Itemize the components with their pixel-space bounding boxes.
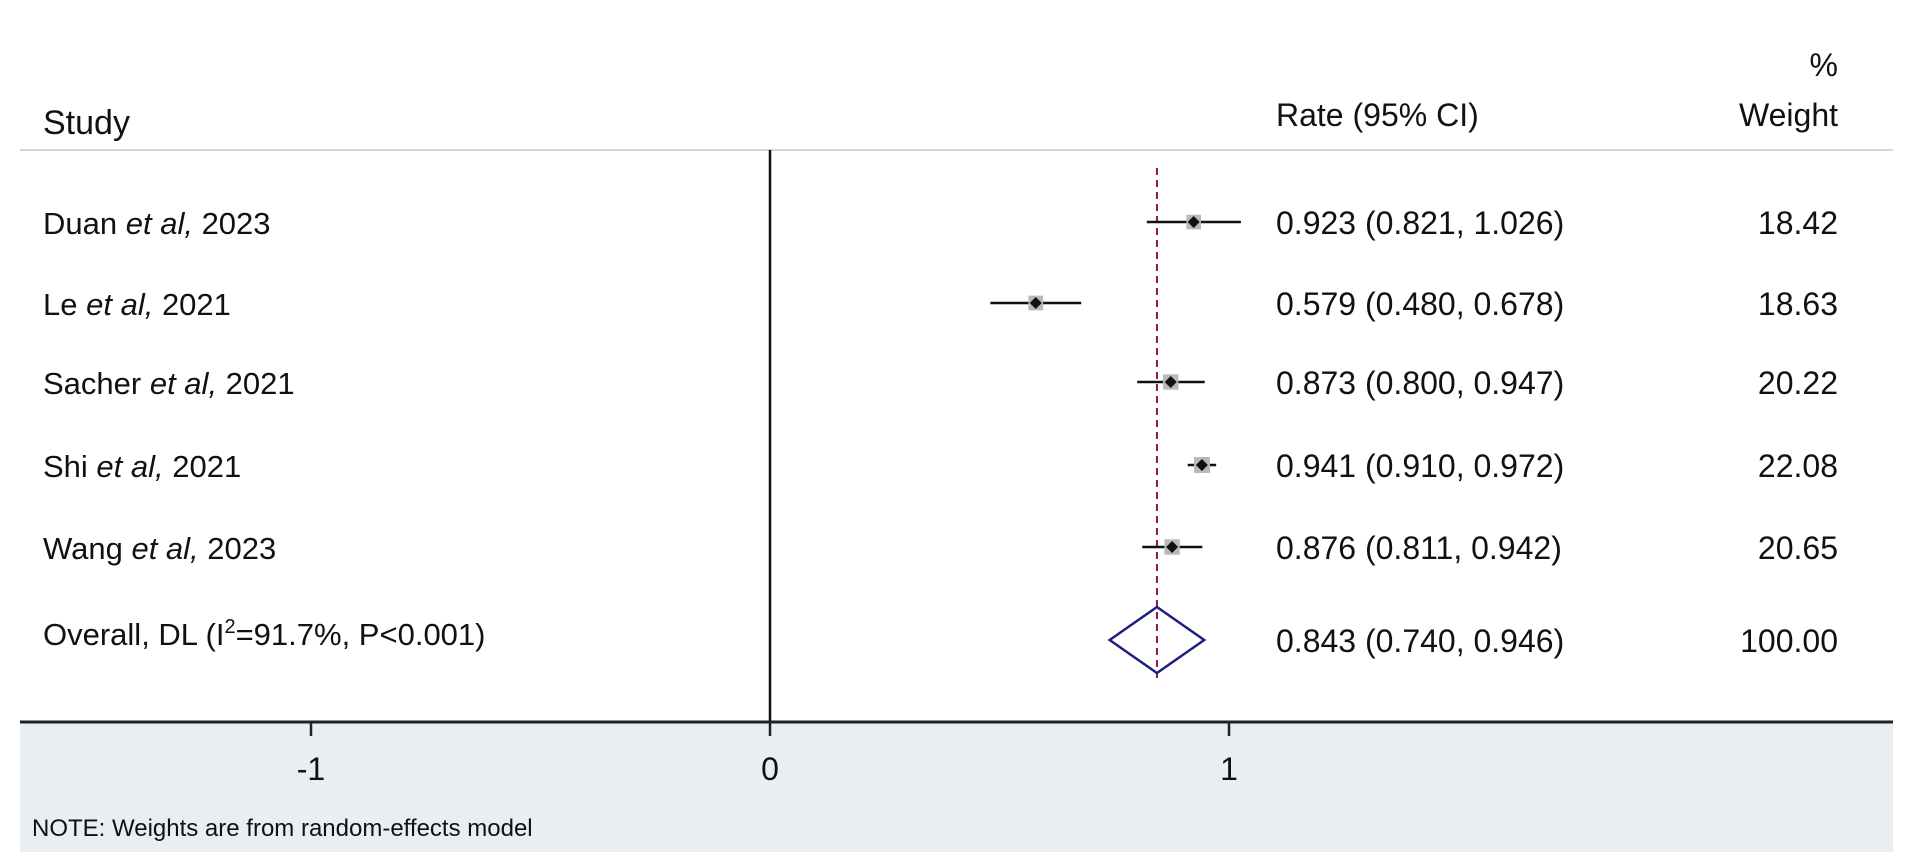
study-year: 2021: [217, 366, 295, 401]
study-column-header: Study: [43, 104, 130, 142]
study-label: Shi et al, 2021: [43, 449, 241, 484]
study-author: Shi: [43, 449, 96, 484]
x-tick-label: -1: [297, 751, 325, 787]
x-tick-label: 1: [1220, 751, 1238, 787]
study-etal: et al,: [150, 366, 217, 401]
study-marks: [990, 214, 1241, 555]
point-estimate: [1164, 376, 1177, 388]
ci-text-column: 0.923 (0.821, 1.026) 0.579 (0.480, 0.678)…: [1276, 205, 1564, 566]
study-etal: et al,: [86, 287, 153, 322]
point-estimate: [1187, 216, 1200, 228]
study-etal: et al,: [96, 449, 163, 484]
study-year: 2021: [164, 449, 242, 484]
weights-note: NOTE: Weights are from random-effects mo…: [32, 815, 533, 842]
rate-column-header: Rate (95% CI): [1276, 97, 1479, 133]
study-ci-text: 0.941 (0.910, 0.972): [1276, 448, 1564, 484]
study-year: 2023: [193, 206, 271, 241]
study-weight-text: 18.42: [1758, 205, 1838, 241]
study-author: Duan: [43, 206, 126, 241]
weight-column-header-percent: %: [1810, 47, 1838, 83]
study-label: Le et al, 2021: [43, 287, 231, 322]
overall-label-suffix: =91.7%, P<0.001): [236, 617, 486, 652]
study-year: 2021: [153, 287, 231, 322]
x-tick-label: 0: [761, 751, 779, 787]
study-ci-text: 0.876 (0.811, 0.942): [1276, 530, 1562, 566]
study-year: 2023: [199, 531, 277, 566]
study-weight-text: 22.08: [1758, 448, 1838, 484]
study-ci-text: 0.873 (0.800, 0.947): [1276, 365, 1564, 401]
study-weight-text: 20.65: [1758, 530, 1838, 566]
study-weight-text: 18.63: [1758, 286, 1838, 322]
overall-label-superscript: 2: [224, 616, 235, 638]
overall-ci-text: 0.843 (0.740, 0.946): [1276, 623, 1564, 659]
study-ci-text: 0.923 (0.821, 1.026): [1276, 205, 1564, 241]
study-author: Le: [43, 287, 86, 322]
study-label: Duan et al, 2023: [43, 206, 271, 241]
study-etal: et al,: [126, 206, 193, 241]
weight-column: 18.42 18.63 20.22 22.08 20.65: [1758, 205, 1838, 566]
point-estimate: [1166, 541, 1179, 553]
study-etal: et al,: [131, 531, 198, 566]
study-author: Sacher: [43, 366, 150, 401]
point-estimate: [1029, 297, 1042, 309]
overall-weight-text: 100.00: [1740, 623, 1838, 659]
overall-diamond: [1107, 605, 1207, 675]
study-label: Sacher et al, 2021: [43, 366, 295, 401]
overall-label: Overall, DL (I2=91.7%, P<0.001): [43, 616, 486, 652]
study-label: Wang et al, 2023: [43, 531, 276, 566]
study-ci-text: 0.579 (0.480, 0.678): [1276, 286, 1564, 322]
study-author: Wang: [43, 531, 131, 566]
study-weight-text: 20.22: [1758, 365, 1838, 401]
weight-column-header: Weight: [1739, 97, 1838, 133]
overall-label-prefix: Overall, DL (I: [43, 617, 224, 652]
x-axis-ticks: -1 0 1: [297, 722, 1238, 787]
axis-band: [20, 722, 1893, 852]
point-estimate: [1195, 459, 1208, 471]
